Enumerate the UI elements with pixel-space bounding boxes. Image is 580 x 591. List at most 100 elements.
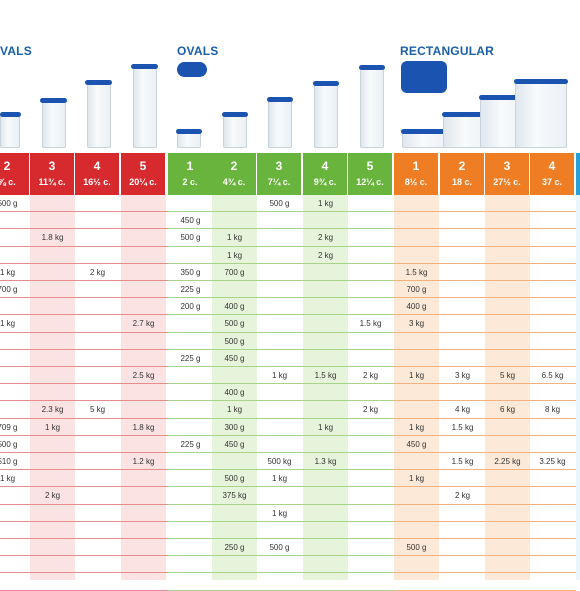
container-oval-3-image [268, 100, 292, 148]
container-round-3-image [42, 100, 66, 148]
row-divider [394, 383, 576, 384]
capacity-cell: 1 kg [408, 423, 425, 432]
container-oval-1-lid-icon [176, 129, 202, 134]
row-divider [168, 400, 394, 401]
capacity-cell: 1.2 kg [132, 457, 155, 466]
size-capacity: 2 c. [182, 177, 198, 187]
capacity-cell: 500 g [224, 319, 245, 328]
capacity-cell: 3 kg [454, 371, 471, 380]
container-oval-5-image [360, 68, 384, 148]
capacity-cell: 400 g [224, 388, 245, 397]
size-capacity: 18 c. [451, 177, 473, 187]
row-divider [394, 366, 576, 367]
row-divider [394, 435, 576, 436]
capacity-cell: 1.5 kg [451, 423, 474, 432]
container-oval-5-lid-icon [359, 65, 385, 70]
column-shade [121, 195, 166, 580]
capacity-cell: 5 kg [499, 371, 516, 380]
capacity-table: 500 g 500 g 1 kg 450 g 1.8 kg 500 g 1 kg 2 kg 1 … [0, 195, 580, 591]
row-divider [168, 211, 394, 212]
row-divider [168, 469, 394, 470]
container-round-2-lid-icon [0, 112, 21, 117]
column-shade [485, 195, 530, 580]
capacity-cell: 1 kg [226, 233, 243, 242]
row-divider [168, 383, 394, 384]
capacity-cell: 709 g [0, 423, 18, 432]
row-divider [0, 452, 168, 453]
row-divider [168, 486, 394, 487]
size-header-10: 1 8½ c. [394, 153, 439, 195]
capacity-cell: 4 kg [454, 405, 471, 414]
size-header-5: 1 2 c. [168, 153, 213, 195]
row-divider [0, 297, 168, 298]
capacity-cell: 1 kg [271, 371, 288, 380]
size-number: 5 [366, 159, 374, 173]
row-divider [0, 418, 168, 419]
row-divider [0, 383, 168, 384]
row-divider [168, 366, 394, 367]
container-round-4-image [87, 83, 111, 148]
capacity-cell: 1.8 kg [132, 423, 155, 432]
capacity-cell: 2 kg [362, 371, 379, 380]
size-number: 2 [458, 159, 466, 173]
capacity-cell: 250 g [224, 543, 245, 552]
capacity-cell: 500 g [269, 199, 290, 208]
size-capacity: 7¼ c. [267, 177, 291, 187]
size-header-7: 3 7¼ c. [257, 153, 302, 195]
container-oval-4-image [314, 84, 338, 148]
capacity-cell: 1 kg [408, 474, 425, 483]
row-divider [394, 280, 576, 281]
row-divider [168, 349, 394, 350]
row-divider [168, 418, 394, 419]
row-divider [0, 400, 168, 401]
capacity-cell: 450 g [180, 216, 201, 225]
container-round-5-lid-icon [131, 64, 158, 69]
row-divider [0, 435, 168, 436]
size-number: 2 [230, 159, 238, 173]
capacity-cell: 510 g [0, 457, 18, 466]
capacity-cell: 2 kg [454, 491, 471, 500]
capacity-cell: 500 g [0, 199, 18, 208]
row-divider [168, 297, 394, 298]
row-divider [168, 555, 394, 556]
capacity-cell: 500 g [269, 543, 290, 552]
row-divider [0, 555, 168, 556]
row-divider [0, 486, 168, 487]
capacity-cell: 2 kg [44, 491, 61, 500]
size-number: 5 [139, 159, 147, 173]
row-divider [394, 418, 576, 419]
capacity-cell: 1 kg [271, 509, 288, 518]
row-divider [394, 452, 576, 453]
capacity-cell: 1 kg [271, 474, 288, 483]
capacity-cell: 700 g [0, 285, 18, 294]
size-header-12: 3 27½ c. [485, 153, 530, 195]
row-divider [394, 332, 576, 333]
capacity-cell: 225 g [180, 285, 201, 294]
container-oval-2-image [223, 115, 247, 148]
capacity-cell: 450 g [224, 440, 245, 449]
capacity-cell: 300 g [224, 423, 245, 432]
column-shade [212, 195, 257, 580]
row-divider [394, 297, 576, 298]
row-divider [168, 538, 394, 539]
size-header-13: 4 37 c. [530, 153, 575, 195]
row-divider [168, 521, 394, 522]
row-divider [0, 332, 168, 333]
size-number: 4 [93, 159, 101, 173]
row-divider [394, 469, 576, 470]
row-divider [394, 314, 576, 315]
capacity-cell: 1 kg [317, 199, 334, 208]
row-divider [0, 211, 168, 212]
size-capacity: 12¼ c. [356, 177, 384, 187]
oval-lid-icon [177, 62, 207, 77]
capacity-cell: 700 g [406, 285, 427, 294]
capacity-cell: 2.5 kg [132, 371, 155, 380]
container-rect-2-lid-icon [442, 112, 496, 117]
row-divider [168, 280, 394, 281]
capacity-cell: 225 g [180, 440, 201, 449]
container-round-3-lid-icon [40, 98, 67, 103]
container-round-5-image [133, 67, 157, 148]
container-rect-1-lid-icon [401, 129, 453, 134]
size-number: 4 [321, 159, 329, 173]
row-divider [394, 486, 576, 487]
